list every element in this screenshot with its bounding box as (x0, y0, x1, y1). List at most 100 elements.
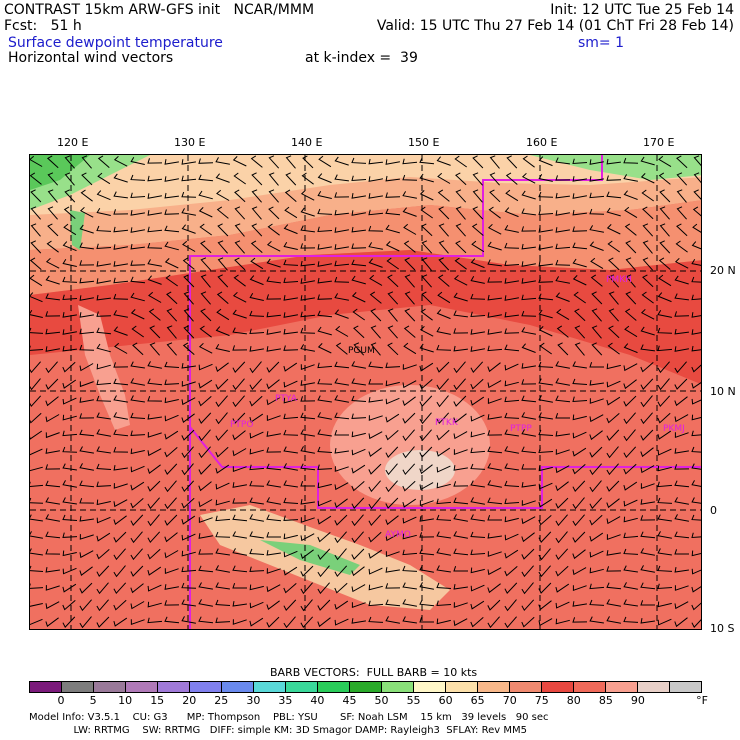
wind-barb (249, 378, 263, 391)
wind-barb (62, 567, 77, 575)
wind-barb (266, 361, 280, 373)
wind-barb (504, 582, 518, 594)
wind-barb (130, 309, 145, 320)
wind-barb (402, 380, 417, 389)
wind-barb (659, 223, 670, 237)
wind-barb (96, 565, 110, 577)
wind-barb (317, 599, 331, 611)
wind-barb (301, 172, 314, 185)
wind-barb (96, 599, 109, 612)
wind-barb (589, 480, 602, 493)
wind-barb (249, 566, 265, 572)
wind-barb (164, 430, 179, 440)
wind-barb (232, 395, 245, 408)
wind-barb (521, 516, 536, 525)
wind-barb (351, 413, 367, 419)
wind-barb (283, 312, 298, 318)
wind-barb (166, 308, 178, 322)
wind-barb (608, 325, 620, 339)
wind-barb (504, 344, 520, 352)
station-ptya: PTYA (275, 394, 298, 404)
wind-barb (351, 193, 366, 199)
wind-barb (589, 550, 604, 558)
wind-barb (216, 308, 230, 321)
wind-barb (96, 616, 110, 628)
wind-barb (419, 412, 432, 425)
wind-barb (30, 378, 41, 391)
wind-barb (624, 223, 637, 236)
wind-barb (351, 259, 367, 267)
wind-barb (45, 601, 60, 610)
wind-barb (674, 617, 688, 628)
wind-barb (113, 565, 126, 578)
wind-barb (198, 533, 213, 539)
wind-barb (198, 582, 213, 590)
wind-barb (623, 599, 638, 607)
wind-barb (674, 346, 689, 352)
wind-barb (198, 549, 214, 555)
wind-barb (283, 446, 298, 454)
wind-barb (572, 242, 588, 250)
wind-barb (79, 582, 93, 594)
wind-barb (385, 583, 401, 589)
wind-barb (487, 414, 502, 420)
wind-barb (232, 412, 246, 424)
wind-barb (402, 446, 415, 459)
wind-barb (555, 292, 570, 302)
wind-barb (572, 464, 586, 475)
wind-barb (164, 463, 178, 475)
wind-barb (538, 227, 553, 233)
wind-barb (504, 380, 519, 387)
wind-barb (234, 257, 246, 271)
wind-barb (130, 531, 143, 544)
wind-barb (504, 463, 519, 471)
wind-barb (62, 258, 77, 267)
wind-barb (147, 464, 161, 475)
wind-barb (30, 257, 42, 270)
wind-barb (657, 565, 673, 572)
wind-barb (521, 343, 536, 353)
wind-barb (589, 514, 603, 526)
wind-barb (387, 274, 399, 288)
wind-barb (45, 346, 60, 352)
wind-barb (640, 600, 655, 606)
wind-barb (113, 378, 129, 386)
wind-barb (317, 277, 332, 284)
wind-barb (334, 361, 350, 369)
wind-barb (470, 361, 484, 374)
wind-barb (96, 582, 109, 595)
wind-barb (249, 497, 264, 505)
wind-barb (453, 566, 468, 572)
wind-barb (62, 329, 77, 335)
wind-barb (164, 600, 180, 606)
wind-barb (419, 516, 434, 522)
wind-barb (283, 380, 298, 388)
wind-barb (589, 398, 604, 404)
station-pkmj: PKMJ (663, 424, 685, 434)
wind-barb (607, 342, 620, 355)
lon-label-170: 170 E (643, 136, 675, 149)
wind-barb (164, 497, 177, 510)
wind-barb (334, 600, 349, 610)
wind-barb (674, 585, 689, 591)
wind-barb (504, 295, 519, 301)
wind-barb (623, 481, 638, 491)
wind-barb (232, 619, 247, 625)
wind-barb (521, 446, 537, 454)
wind-barb (403, 325, 416, 338)
wind-barb (147, 259, 162, 267)
wind-barb (147, 275, 162, 285)
wind-barb (130, 276, 146, 284)
wind-barb (351, 210, 366, 216)
wind-barb (215, 412, 228, 425)
wind-barb (250, 257, 264, 270)
wind-barb (555, 583, 570, 593)
wind-barb (368, 514, 382, 527)
wind-barb (404, 274, 415, 288)
wind-barb (79, 260, 95, 266)
wind-barb (521, 395, 537, 403)
wind-barb (130, 498, 144, 509)
wind-barb (351, 548, 365, 560)
wind-barb (674, 601, 689, 610)
wind-barb (421, 240, 433, 254)
